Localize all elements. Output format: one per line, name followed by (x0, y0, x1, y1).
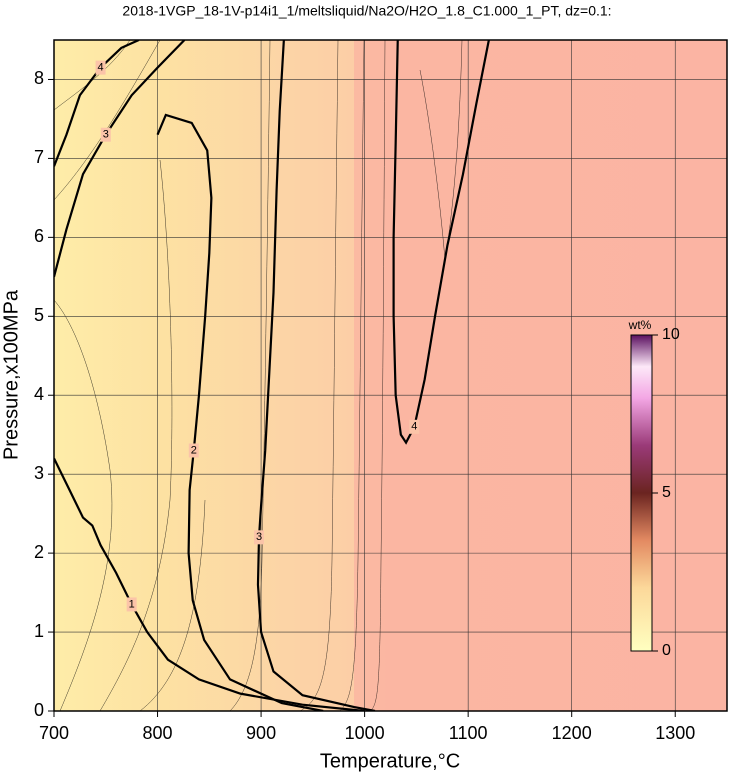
y-tick-label: 3 (34, 463, 44, 483)
y-tick-label: 2 (34, 542, 44, 562)
heatmap-low (54, 40, 354, 711)
y-tick-label: 6 (34, 226, 44, 246)
contour-label: 3 (256, 531, 262, 543)
contour-label: 4 (98, 62, 104, 74)
contour-label-bg (254, 530, 265, 545)
contour-label-bg (100, 127, 111, 142)
colorbar-tick-label: 0 (662, 642, 671, 659)
contour-line (156, 113, 324, 711)
contour-label: 4 (411, 421, 417, 433)
colorbar-label: wt% (628, 318, 652, 332)
contour-label-bg (95, 60, 106, 75)
contour-label-bg (188, 443, 199, 458)
x-tick-label: 700 (39, 723, 69, 743)
x-tick-label: 1200 (552, 723, 592, 743)
y-tick-label: 5 (34, 305, 44, 325)
contour-label: 1 (129, 598, 135, 610)
x-tick-label: 1100 (449, 723, 488, 743)
x-tick-label: 1000 (345, 723, 385, 743)
x-tick-label: 900 (246, 723, 276, 743)
x-axis-label: Temperature,°C (320, 750, 460, 772)
contour-line (256, 40, 376, 711)
x-tick-label: 1300 (655, 723, 695, 743)
colorbar-tick-label: 10 (662, 326, 680, 343)
y-tick-label: 4 (34, 384, 44, 404)
y-tick-label: 7 (34, 147, 44, 167)
colorbar (630, 334, 653, 652)
y-tick-label: 8 (34, 68, 44, 88)
contour-label: 3 (103, 129, 109, 141)
colorbar-tick-label: 5 (662, 484, 671, 501)
contour-label: 2 (191, 444, 197, 456)
y-tick-label: 1 (34, 621, 44, 641)
contour-line (392, 40, 490, 445)
plot-area: 1 2 3 3 4 4 (54, 40, 727, 711)
contour-label-bg (126, 597, 137, 612)
contour-label-bg (409, 419, 420, 434)
heatmap (54, 40, 727, 711)
chart-title: 2018-1VGP_18-1V-p14i1_1/meltsliquid/Na2O… (122, 3, 611, 19)
x-tick-label: 800 (143, 723, 173, 743)
contour-line (54, 40, 140, 167)
y-tick-label: 0 (34, 700, 44, 720)
plot-frame (53, 39, 728, 712)
y-axis-label: Pressure,x100MPa (0, 289, 22, 460)
